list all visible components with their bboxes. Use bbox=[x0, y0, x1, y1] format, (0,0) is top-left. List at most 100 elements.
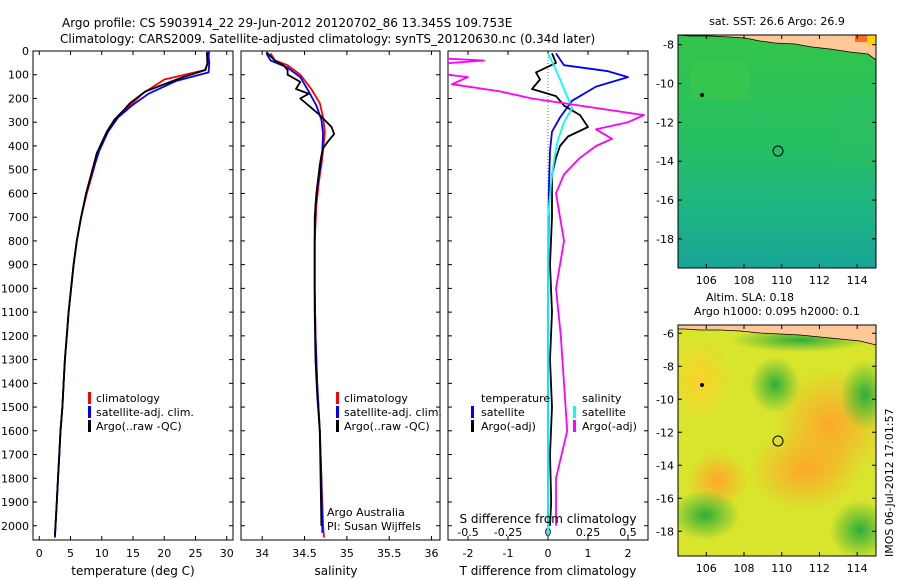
lat-tick-label: -6 bbox=[663, 327, 674, 340]
salinity-axes bbox=[240, 50, 441, 541]
s-difference-xlabel: S difference from climatology bbox=[460, 512, 637, 526]
lat-tick-label: -18 bbox=[656, 525, 674, 538]
legend-label-argo: Argo(..raw -QC) bbox=[96, 420, 182, 433]
christmas-island-marker bbox=[700, 93, 704, 97]
depth-tick-label: 100 bbox=[8, 69, 29, 82]
depth-tick-label: 300 bbox=[8, 116, 29, 129]
legend-swatch-argo-s bbox=[573, 420, 576, 432]
legend-swatch-argo bbox=[88, 420, 91, 432]
lat-tick-label: -10 bbox=[656, 78, 674, 91]
depth-tick-label: 400 bbox=[8, 140, 29, 153]
java-coastline bbox=[678, 325, 876, 346]
sla-map-axes: 106 108 110 112 114 -6 -8 -10 -12 -14 -16 -18 bbox=[656, 325, 876, 575]
sst-hot-spot bbox=[855, 35, 869, 42]
lat-tick-label: -16 bbox=[656, 194, 674, 207]
salinity-panel: 34 34.5 35 35.5 36 salinity climatology sate… bbox=[240, 50, 442, 578]
legend-label-satellite-s: satellite bbox=[582, 406, 626, 419]
lat-tick-label: -8 bbox=[663, 360, 674, 373]
depth-tick-label: 1900 bbox=[1, 496, 29, 509]
sla-high bbox=[750, 430, 860, 510]
profile-location-marker bbox=[772, 145, 784, 157]
x-tick-label: 34.5 bbox=[292, 547, 317, 560]
sla-map-panel: Altim. SLA: 0.18 Argo h1000: 0.095 h2000… bbox=[656, 291, 877, 575]
depth-tick-label: 700 bbox=[8, 211, 29, 224]
depth-tick-label: 1500 bbox=[1, 401, 29, 414]
depth-tick-label: 0 bbox=[22, 45, 29, 58]
x-tick-label: 0 bbox=[36, 547, 43, 560]
x-tick-label: 5 bbox=[67, 547, 74, 560]
x-tick-label: 36 bbox=[425, 547, 439, 560]
series-line bbox=[54, 52, 209, 536]
salinity-depth-ticks bbox=[241, 50, 440, 527]
lon-tick-label: 114 bbox=[847, 562, 868, 575]
x-tick-label: 30 bbox=[220, 547, 234, 560]
legend-swatch-satellite-s bbox=[573, 406, 576, 418]
x-tick-label: 15 bbox=[126, 547, 140, 560]
salinity-axis: 34 34.5 35 35.5 36 bbox=[255, 51, 439, 560]
legend-swatch-climatology bbox=[336, 392, 339, 404]
legend-label-argo-t: Argo(-adj) bbox=[481, 420, 536, 433]
lat-tick-label: -18 bbox=[656, 233, 674, 246]
legend-swatch-satellite bbox=[88, 406, 91, 418]
legend-label-climatology: climatology bbox=[96, 392, 160, 405]
christmas-island-marker bbox=[700, 383, 704, 387]
legend-label-satellite: satellite-adj. clim. bbox=[344, 406, 442, 419]
lat-tick-label: -12 bbox=[656, 426, 674, 439]
timestamp: IMOS 06-Jul-2012 17:01:57 bbox=[883, 408, 896, 557]
difference-legend-temperature: temperature satellite Argo(-adj) bbox=[471, 392, 550, 433]
difference-depth-ticks bbox=[448, 50, 648, 527]
difference-series bbox=[448, 51, 645, 540]
sla-low bbox=[830, 500, 876, 556]
sst-patch bbox=[690, 60, 750, 100]
legend-swatch-satellite-t bbox=[471, 406, 474, 418]
lat-tick-label: -12 bbox=[656, 116, 674, 129]
depth-tick-label: 1700 bbox=[1, 449, 29, 462]
sst-map-axes: 106 108 110 112 114 -8 -10 -12 -14 -16 -18 bbox=[656, 35, 876, 287]
lon-tick-label: 106 bbox=[696, 274, 717, 287]
lat-tick-label: -14 bbox=[656, 155, 674, 168]
s-tick-label: 0.5 bbox=[619, 526, 637, 539]
sla-low bbox=[840, 360, 876, 430]
x-tick-label: -2 bbox=[463, 547, 474, 560]
sla-map-title-line1: Altim. SLA: 0.18 bbox=[706, 291, 794, 304]
lon-tick-label: 114 bbox=[847, 274, 868, 287]
depth-tick-label: 200 bbox=[8, 92, 29, 105]
series-line bbox=[531, 53, 589, 526]
legend-swatch-satellite bbox=[336, 406, 339, 418]
sst-hot-spot bbox=[867, 35, 876, 45]
sla-field bbox=[678, 325, 876, 556]
lat-tick-label: -14 bbox=[656, 459, 674, 472]
sla-low bbox=[678, 490, 740, 540]
sla-map-title-line2: Argo h1000: 0.095 h2000: 0.1 bbox=[694, 305, 860, 318]
sst-map-panel: sat. SST: 26.6 Argo: 26.9 106 108 110 112 11… bbox=[656, 15, 877, 287]
x-tick-label: 2 bbox=[625, 547, 632, 560]
legend-label-satellite-t: satellite bbox=[481, 406, 525, 419]
lon-tick-label: 108 bbox=[734, 562, 755, 575]
depth-tick-label: 800 bbox=[8, 235, 29, 248]
difference-panel: -2 -1 0 1 2 -0.5 -0.25 0 0.25 0.5 T difference f… bbox=[447, 50, 649, 578]
sst-field bbox=[678, 35, 876, 268]
salinity-xlabel: salinity bbox=[314, 564, 357, 578]
figure-title-line2: Climatology: CARS2009. Satellite-adjuste… bbox=[60, 32, 595, 46]
depth-tick-label: 500 bbox=[8, 164, 29, 177]
x-tick-label: 1 bbox=[585, 547, 592, 560]
salinity-series bbox=[265, 51, 336, 538]
lon-tick-label: 110 bbox=[771, 274, 792, 287]
sla-low bbox=[750, 357, 800, 413]
lat-tick-label: -16 bbox=[656, 492, 674, 505]
depth-tick-label: 1400 bbox=[1, 377, 29, 390]
lon-tick-label: 108 bbox=[734, 274, 755, 287]
difference-legend-salinity: salinity satellite Argo(-adj) bbox=[573, 392, 637, 433]
sst-map-title: sat. SST: 26.6 Argo: 26.9 bbox=[709, 15, 845, 28]
x-tick-label: 0 bbox=[545, 547, 552, 560]
x-tick-label: 10 bbox=[95, 547, 109, 560]
s-tick-label: -0.5 bbox=[457, 526, 478, 539]
lon-tick-label: 112 bbox=[809, 274, 830, 287]
legend-swatch-argo-t bbox=[471, 420, 474, 432]
depth-tick-label: 2000 bbox=[1, 520, 29, 533]
depth-tick-label: 600 bbox=[8, 187, 29, 200]
temperature-axis: 0 5 10 15 20 25 30 bbox=[36, 51, 234, 560]
s-difference-axis: -0.5 -0.25 0 0.25 0.5 bbox=[457, 526, 636, 539]
x-tick-label: 34 bbox=[255, 547, 269, 560]
